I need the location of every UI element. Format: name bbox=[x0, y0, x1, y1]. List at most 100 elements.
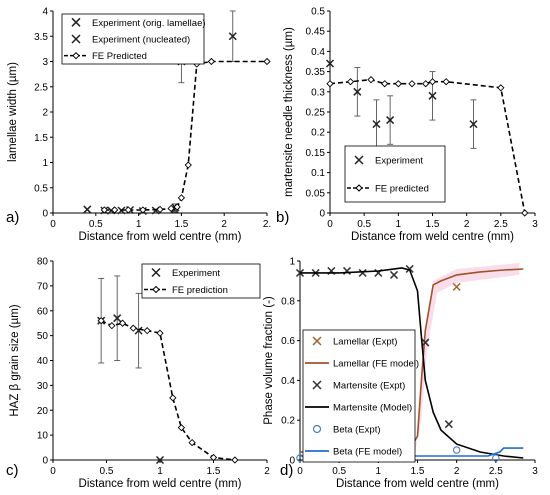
y-tick-label: 1.5 bbox=[34, 133, 48, 144]
y-tick-label: 50 bbox=[37, 331, 49, 342]
x-tick-label: 3 bbox=[532, 466, 538, 477]
x-tick-label: 2 bbox=[464, 219, 470, 230]
y-tick-label: 3.5 bbox=[34, 32, 48, 43]
x-tick-label: 2.5 bbox=[494, 219, 508, 230]
y-axis-label: lamellae width (µm) bbox=[7, 62, 19, 162]
data-point bbox=[124, 206, 132, 214]
y-tick-label: 0.4 bbox=[281, 376, 295, 387]
legend-label: Lamellar (FE model) bbox=[333, 359, 419, 370]
legend-x-marker bbox=[71, 34, 81, 44]
legend: Experiment FE prediction bbox=[141, 263, 261, 299]
panel-label: a) bbox=[6, 209, 19, 226]
x-tick-label: 3 bbox=[532, 219, 538, 230]
y-tick-label: 0 bbox=[319, 209, 325, 220]
series-line bbox=[100, 319, 235, 461]
y-tick-label: 0.45 bbox=[306, 27, 326, 38]
x-axis-label: Distance from weld centre (mm) bbox=[336, 478, 499, 490]
data-point bbox=[113, 314, 122, 323]
data-point bbox=[155, 455, 165, 465]
legend: Experiment FE predicted bbox=[344, 145, 446, 203]
data-point bbox=[169, 394, 177, 402]
y-tick-label: 0.1 bbox=[311, 168, 325, 179]
x-tick-label: 0 bbox=[327, 219, 333, 230]
data-point bbox=[177, 194, 186, 202]
y-tick-label: 2.5 bbox=[34, 82, 48, 93]
data-point bbox=[372, 120, 381, 129]
data-point bbox=[353, 87, 362, 96]
panel-label: c) bbox=[6, 462, 19, 479]
data-point bbox=[129, 324, 137, 332]
y-tick-label: 60 bbox=[37, 306, 49, 317]
data-point bbox=[497, 84, 505, 92]
data-point bbox=[325, 59, 335, 68]
y-tick-label: 1 bbox=[289, 257, 295, 268]
data-point bbox=[184, 161, 192, 169]
data-point bbox=[228, 32, 237, 41]
data-point bbox=[134, 326, 143, 335]
legend-box bbox=[302, 329, 416, 463]
y-tick-label: 3 bbox=[42, 57, 48, 68]
data-point bbox=[100, 206, 108, 214]
legend-x-marker bbox=[71, 17, 81, 27]
y-tick-label: 0.05 bbox=[306, 188, 326, 199]
data-point bbox=[118, 319, 127, 327]
legend-label: FE predicted bbox=[375, 184, 429, 195]
legend: Lamellar (Expt) Lamellar (FE model) Marten… bbox=[302, 329, 419, 463]
data-point bbox=[209, 453, 218, 462]
data-point bbox=[156, 205, 164, 214]
x-axis-label: Distance from weld centre (mm) bbox=[351, 231, 514, 243]
y-tick-label: 10 bbox=[37, 431, 49, 442]
x-tick-label: 0.5 bbox=[332, 466, 346, 477]
legend-diamond bbox=[355, 184, 363, 192]
y-tick-label: 0.6 bbox=[281, 336, 295, 347]
legend-diamond bbox=[72, 51, 80, 60]
legend-box bbox=[344, 145, 446, 203]
x-tick-label: 1.5 bbox=[207, 466, 221, 477]
data-point bbox=[386, 116, 395, 125]
y-tick-label: 4 bbox=[42, 7, 48, 18]
panel-label: d) bbox=[280, 462, 293, 479]
y-tick-label: 0.8 bbox=[281, 296, 295, 307]
y-tick-label: 0.3 bbox=[311, 87, 325, 98]
data-point bbox=[207, 57, 215, 66]
x-tick-label: 2 bbox=[264, 466, 270, 477]
data-point bbox=[143, 327, 151, 335]
data-point bbox=[422, 80, 430, 88]
y-tick-label: 0.25 bbox=[306, 108, 326, 119]
y-axis-label: Phase volume fraction (-) bbox=[263, 296, 275, 425]
x-tick-label: 0 bbox=[297, 466, 303, 477]
legend-x-marker bbox=[312, 336, 322, 346]
data-point bbox=[263, 57, 271, 66]
y-tick-label: 0.2 bbox=[281, 416, 295, 427]
data-point bbox=[442, 78, 450, 86]
data-point bbox=[156, 329, 164, 337]
y-tick-label: 0.4 bbox=[311, 47, 325, 58]
data-point bbox=[108, 322, 116, 330]
data-point bbox=[97, 317, 105, 325]
y-tick-label: 0.35 bbox=[306, 67, 326, 78]
x-axis-label: Distance from weld centre (mm) bbox=[79, 231, 242, 243]
legend-label: Beta (FE model) bbox=[333, 447, 402, 458]
x-tick-label: 0.5 bbox=[357, 219, 371, 230]
series-line bbox=[300, 267, 524, 459]
y-tick-label: 0.5 bbox=[311, 7, 325, 18]
data-point bbox=[83, 205, 92, 214]
y-tick-label: 70 bbox=[37, 281, 49, 292]
x-axis-label: Distance from weld centre (mm) bbox=[79, 478, 242, 490]
legend-label: Experiment (orig. lamellae) bbox=[92, 18, 206, 29]
legend-diamond bbox=[152, 285, 160, 294]
legend-box bbox=[141, 263, 261, 299]
data-point bbox=[139, 206, 147, 214]
x-tick-label: 1.5 bbox=[174, 219, 188, 230]
legend-label: Beta (Expt) bbox=[333, 425, 381, 436]
legend-circle-marker bbox=[312, 424, 322, 434]
y-tick-label: 1 bbox=[42, 158, 48, 169]
data-point bbox=[167, 204, 175, 213]
data-point bbox=[452, 282, 461, 291]
x-tick-label: 1 bbox=[376, 466, 382, 477]
legend-label: Experiment bbox=[375, 156, 423, 167]
y-tick-label: 0.5 bbox=[34, 183, 48, 194]
legend-label: Martensite (Expt) bbox=[333, 381, 405, 392]
